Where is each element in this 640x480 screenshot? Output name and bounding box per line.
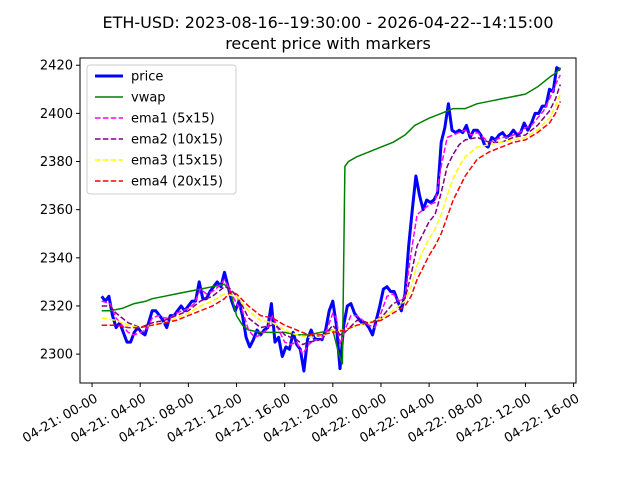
legend-label-price: price [131,70,163,85]
chart-subtitle: recent price with markers [225,34,431,53]
legend-label-ema4-20x15: ema4 (20x15) [131,175,223,190]
y-tick-label: 2380 [40,155,73,170]
y-tick-label: 2400 [40,107,73,122]
series-line-price [100,66,562,373]
series-line-ema2-10x15 [101,84,562,346]
legend-label-ema1-5x15: ema1 (5x15) [131,112,215,127]
y-tick-label: 2340 [40,251,73,266]
series-line-ema1-5x15 [101,74,561,355]
plot-lines [100,66,562,373]
y-tick-label: 2300 [40,348,73,363]
legend-box [86,64,237,195]
y-axis: 2300 2320 2340 2360 2380 2400 2420 [40,59,80,363]
series-line-vwap [101,67,561,365]
series-line-ema4-20x15 [101,101,561,336]
series-line-ema3-15x15 [101,93,561,339]
legend-label-vwap: vwap [131,91,166,106]
y-tick-label: 2320 [40,299,73,314]
legend-label-ema3-15x15: ema3 (15x15) [131,154,223,169]
chart-title: ETH-USD: 2023-08-16--19:30:00 - 2026-04-… [102,13,553,32]
plot-frame [79,57,577,384]
legend-label-ema2-10x15: ema2 (10x15) [131,133,223,148]
legend: price vwap ema1 (5x15) ema2 (10x15) ema3 (15… [86,64,237,195]
y-tick-label: 2360 [40,203,73,218]
y-tick-label: 2420 [40,59,73,74]
